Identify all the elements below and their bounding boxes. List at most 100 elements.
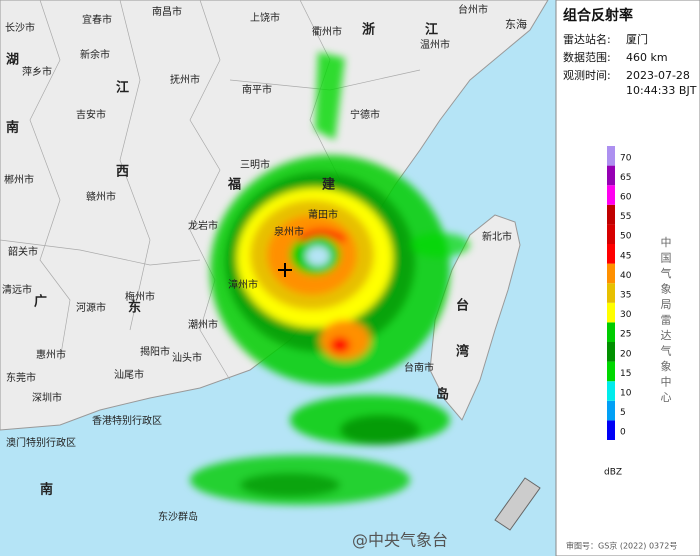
legend-swatch (607, 381, 615, 401)
place-label: 萍乡市 (22, 65, 52, 78)
place-label: 台 (456, 298, 469, 314)
legend-label: 0 (620, 428, 626, 438)
place-label: 东海 (505, 17, 527, 31)
place-label: 汕尾市 (114, 368, 144, 381)
approval: 审图号：GS京 (2022) 0372号 (566, 541, 677, 551)
place-label: 江 (116, 80, 129, 96)
place-label: 南 (6, 120, 19, 136)
legend-swatch (607, 361, 615, 382)
place-label: 新北市 (482, 230, 512, 243)
legend-swatch (607, 420, 615, 440)
place-label: 抚州市 (170, 73, 200, 86)
legend-label: 60 (620, 193, 632, 203)
panel-title: 组合反射率 (563, 7, 633, 24)
place-label: 郴州市 (4, 173, 34, 186)
legend-label: 5 (620, 408, 626, 418)
place-label: 上饶市 (250, 11, 280, 24)
legend-label: 35 (620, 291, 631, 301)
place-label: 长沙市 (5, 21, 35, 34)
agency: 中国气象局雷达气象中心 (661, 236, 672, 404)
place-label: 南 (40, 482, 53, 498)
place-label: 揭阳市 (140, 345, 170, 358)
info-value: 厦门 (626, 32, 648, 46)
info-label: 数据范围: (563, 50, 611, 64)
place-label: 南平市 (242, 83, 272, 96)
legend-swatch (607, 263, 615, 284)
range-edge (494, 477, 541, 531)
legend-label: 65 (620, 173, 631, 183)
map-labels: 长沙市宜春市南昌市上饶市衢州市浙江台州市温州市东海萍乡市新余市湖抚州市江南吉安市… (2, 3, 527, 523)
place-label: 香港特别行政区 (92, 414, 162, 427)
place-label: 惠州市 (36, 348, 66, 361)
place-label: 岛 (436, 387, 449, 403)
place-label: 莆田市 (308, 208, 338, 221)
place-label: 宁德市 (350, 108, 380, 121)
place-label: 湾 (456, 344, 469, 360)
place-label: 龙岩市 (188, 219, 218, 232)
legend-swatch (607, 224, 615, 244)
legend-label: 25 (620, 330, 631, 340)
radar-echo (190, 52, 470, 505)
place-label: 南昌市 (152, 5, 182, 18)
info-label: 观测时间: (563, 69, 611, 82)
place-label: 澳门特别行政区 (6, 436, 76, 449)
place-label: 西 (116, 165, 129, 180)
place-label: 河源市 (76, 301, 106, 314)
place-label: 浙 (362, 22, 375, 38)
place-label: 湖 (6, 53, 19, 68)
place-label: 东 (128, 300, 141, 316)
place-label: 新余市 (80, 48, 110, 61)
legend-swatch (607, 342, 615, 362)
radar-station (278, 263, 292, 277)
legend-label: 70 (620, 153, 632, 163)
place-label: 梅州市 (125, 290, 155, 303)
place-label: 三明市 (240, 158, 270, 171)
taiwan (429, 214, 521, 421)
place-label: 建 (322, 177, 335, 193)
legend-label: 30 (620, 310, 632, 320)
legend-swatch (607, 244, 615, 264)
legend-swatch (607, 400, 615, 421)
place-label: 江 (425, 22, 438, 38)
obs-time: 10:44:33 BJT (626, 84, 697, 97)
place-label: 广 (34, 294, 47, 310)
place-label: 漳州市 (228, 278, 258, 291)
legend-swatch (607, 302, 615, 323)
place-label: 温州市 (420, 38, 450, 51)
place-label: 赣州市 (86, 190, 116, 203)
legend-label: 40 (620, 271, 632, 281)
legend-swatch (607, 204, 615, 225)
place-label: 韶关市 (8, 245, 38, 258)
legend-swatch (607, 322, 615, 342)
place-label: 泉州市 (274, 225, 304, 238)
legend-label: 45 (620, 251, 631, 261)
legend-swatch (607, 283, 615, 303)
place-label: 潮州市 (188, 318, 218, 331)
legend-label: 20 (620, 349, 632, 359)
place-label: 衢州市 (312, 25, 342, 38)
place-label: 东沙群岛 (158, 510, 198, 523)
place-label: 福 (227, 177, 241, 193)
place-label: 台州市 (458, 3, 488, 16)
place-label: 吉安市 (76, 108, 106, 121)
legend: 0 5 10 15 20 25 30 35 40 45 50 55 60 65 70 dBZ (604, 146, 632, 478)
info-value: 460 km (626, 51, 668, 64)
place-label: 台南市 (404, 361, 434, 374)
legend-label: 10 (620, 389, 632, 399)
place-label: 清远市 (2, 283, 32, 296)
legend-label: 55 (620, 212, 631, 222)
legend-swatch (607, 185, 615, 205)
info-label: 雷达站名: (563, 32, 611, 46)
place-label: 宜春市 (82, 13, 112, 26)
legend-unit: dBZ (604, 468, 622, 478)
place-label: 汕头市 (172, 351, 202, 364)
info-panel (555, 0, 700, 557)
legend-label: 15 (620, 369, 631, 379)
place-label: 深圳市 (32, 391, 62, 404)
info-value: 2023-07-28 (626, 69, 690, 82)
place-label: 东莞市 (6, 371, 36, 384)
legend-swatch (607, 146, 615, 166)
legend-label: 50 (620, 232, 632, 242)
